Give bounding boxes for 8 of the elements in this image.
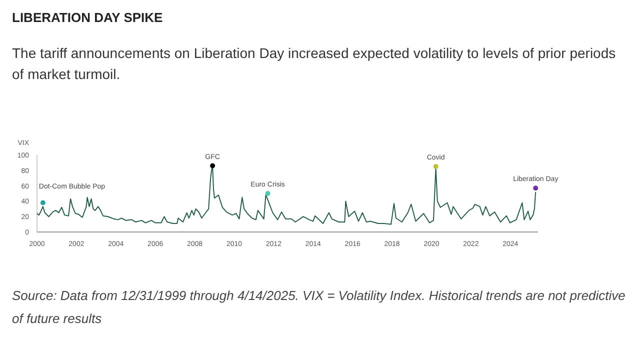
point (210, 163, 216, 168)
point (533, 186, 538, 191)
chart-subtitle: The tariff announcements on Liberation Day increased expected volatility to levels of prior periods of market turmoil. (12, 45, 616, 82)
point (265, 191, 270, 196)
source-note: Source: Data from 12/31/1999 through 4/14/2025. VIX = Volatility Index. Historical trends are not predictive of future results (12, 288, 626, 326)
point (40, 200, 46, 206)
chart-title: LIBERATION DAY SPIKE (12, 10, 164, 25)
point (433, 164, 438, 170)
